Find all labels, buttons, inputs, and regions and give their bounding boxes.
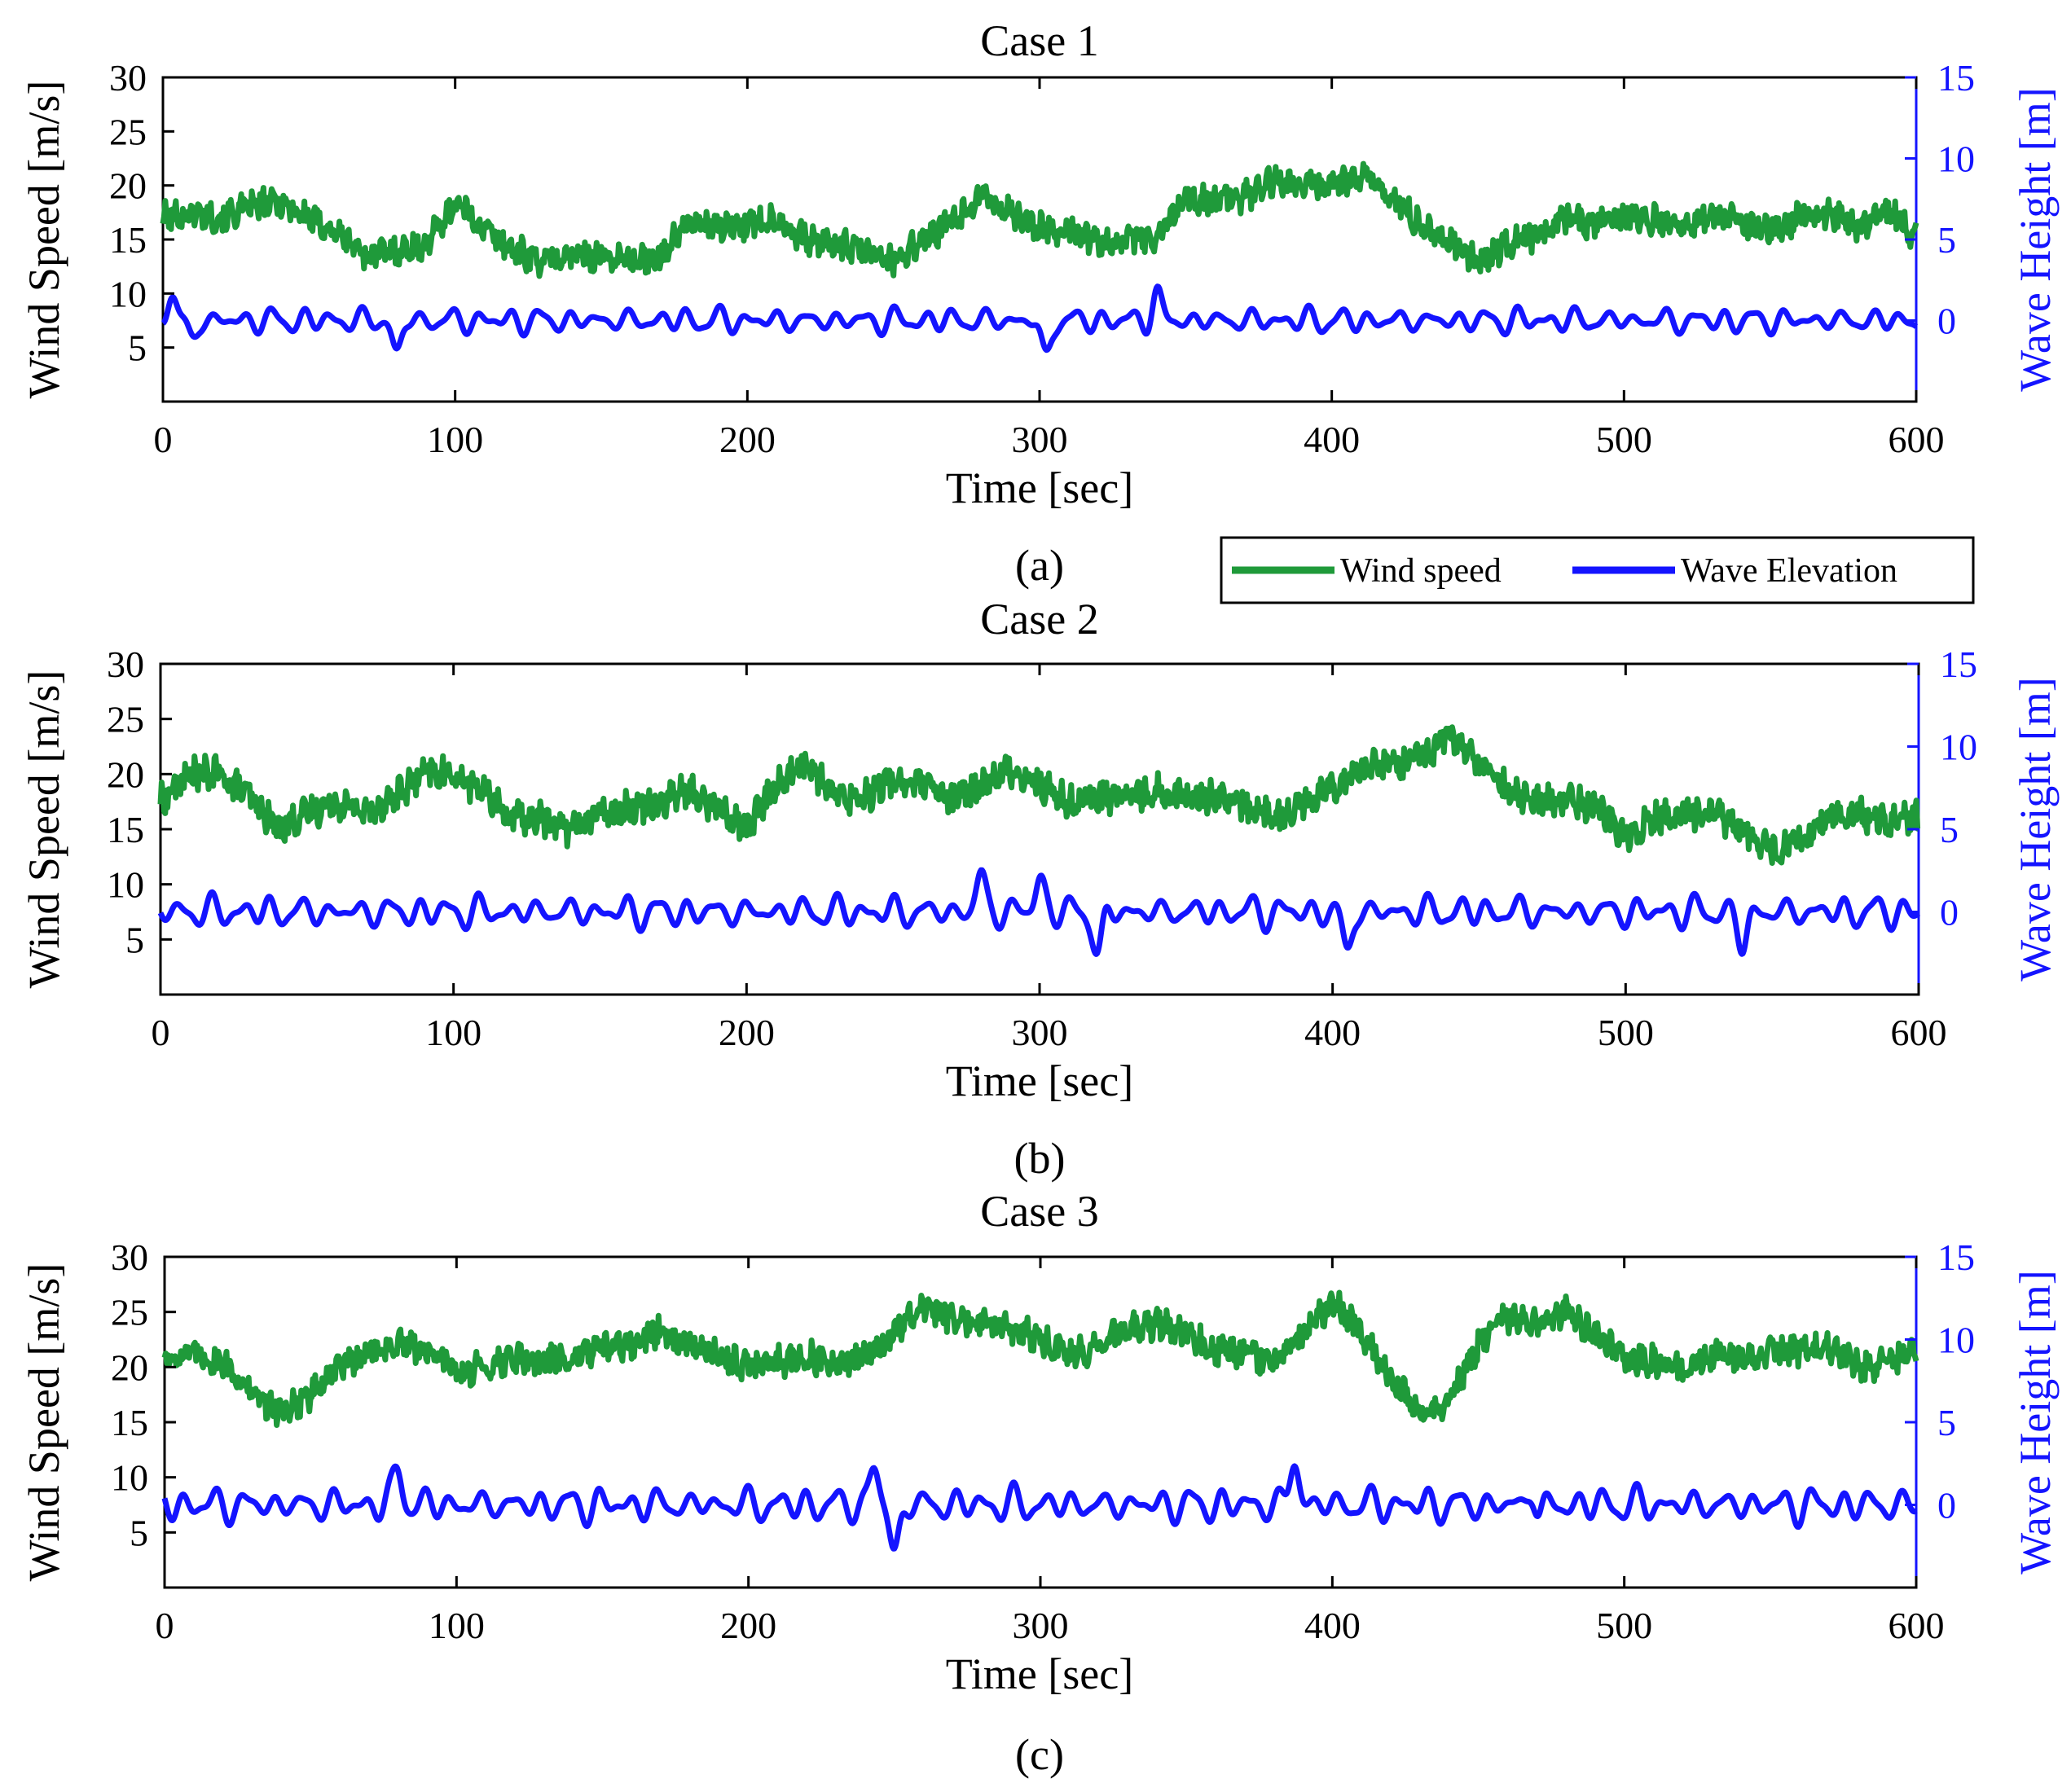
y-tick-label: 25 <box>111 1292 148 1333</box>
x-tick-label: 200 <box>719 419 776 460</box>
x-tick-label: 600 <box>1889 1605 1945 1646</box>
x-tick-label: 100 <box>425 1012 481 1053</box>
x-tick-label: 0 <box>152 1012 170 1053</box>
y2-tick-label: 0 <box>1940 892 1959 933</box>
wind-speed-line <box>160 160 1919 279</box>
series-layer <box>161 1289 1919 1552</box>
legend-wind-label: Wind speed <box>1340 552 1502 590</box>
y-tick-label: 10 <box>111 1457 148 1499</box>
y2-tick-label: 5 <box>1937 219 1956 261</box>
y-tick-label: 5 <box>128 327 147 369</box>
x-tick-label: 600 <box>1889 419 1945 460</box>
y2-tick-label: 5 <box>1940 809 1959 850</box>
y-tick-label: 15 <box>111 1402 148 1443</box>
x-axis-label: Time [sec] <box>946 463 1133 512</box>
y-tick-label: 5 <box>130 1512 148 1553</box>
x-tick-label: 400 <box>1304 1605 1361 1646</box>
y2-tick-label: 10 <box>1937 1320 1975 1361</box>
wind-speed-line <box>157 724 1921 866</box>
series-layer <box>157 724 1921 957</box>
y2-axis-label: Wave Height [m] <box>2011 677 2060 982</box>
y-tick-label: 20 <box>111 1346 148 1388</box>
x-axis-label: Time [sec] <box>946 1649 1133 1698</box>
x-tick-label: 300 <box>1012 419 1068 460</box>
x-tick-label: 300 <box>1012 1012 1068 1053</box>
x-tick-label: 400 <box>1304 1012 1361 1053</box>
wave-elevation-line <box>157 867 1921 957</box>
y-axis-label: Wind Speed [m/s] <box>20 670 68 989</box>
y-axis-label: Wind Speed [m/s] <box>20 81 68 399</box>
x-tick-label: 0 <box>154 419 173 460</box>
y2-tick-label: 15 <box>1940 643 1977 685</box>
y-tick-label: 20 <box>107 753 144 795</box>
wave-elevation-line <box>160 283 1919 354</box>
y2-tick-label: 5 <box>1937 1402 1956 1443</box>
panel-caption: (c) <box>1015 1730 1064 1779</box>
chart-title: Case 2 <box>980 595 1098 643</box>
y2-axis-label: Wave Height [m] <box>2011 87 2060 392</box>
panel-caption: (a) <box>1015 541 1064 590</box>
y2-tick-label: 15 <box>1937 57 1975 99</box>
y-tick-label: 10 <box>107 864 144 906</box>
y2-tick-label: 15 <box>1937 1236 1975 1278</box>
y-tick-label: 30 <box>109 57 147 99</box>
panel-caption: (b) <box>1014 1134 1066 1183</box>
plot-frame <box>163 1255 1918 1589</box>
y2-tick-label: 10 <box>1937 138 1975 180</box>
x-tick-label: 300 <box>1013 1605 1069 1646</box>
y-tick-label: 25 <box>109 111 147 152</box>
x-tick-label: 500 <box>1598 1012 1654 1053</box>
wind-speed-line <box>161 1289 1919 1428</box>
legend-wave-label: Wave Elevation <box>1681 552 1897 590</box>
x-tick-label: 0 <box>156 1605 174 1646</box>
x-tick-label: 200 <box>719 1012 775 1053</box>
x-tick-label: 200 <box>720 1605 776 1646</box>
x-axis-label: Time [sec] <box>946 1056 1133 1105</box>
x-tick-label: 600 <box>1891 1012 1947 1053</box>
y2-tick-label: 10 <box>1940 727 1977 768</box>
series-layer <box>160 160 1919 354</box>
legend: Wind speed Wave Elevation <box>1220 536 1975 604</box>
x-tick-label: 100 <box>427 419 483 460</box>
y-tick-label: 5 <box>125 919 144 960</box>
y2-axis-label: Wave Height [m] <box>2011 1270 2060 1575</box>
y-axis-label: Wind Speed [m/s] <box>20 1263 68 1582</box>
y-tick-label: 30 <box>107 643 144 685</box>
chart-title: Case 1 <box>980 16 1098 65</box>
wave-elevation-line <box>161 1463 1919 1552</box>
y-tick-label: 20 <box>109 165 147 207</box>
y-tick-label: 15 <box>109 219 147 261</box>
y-tick-label: 15 <box>107 809 144 850</box>
x-tick-label: 400 <box>1304 419 1360 460</box>
y-tick-label: 25 <box>107 699 144 740</box>
x-tick-label: 500 <box>1596 1605 1652 1646</box>
x-tick-label: 500 <box>1596 419 1652 460</box>
y2-tick-label: 0 <box>1937 1485 1956 1526</box>
x-tick-label: 100 <box>429 1605 485 1646</box>
y2-tick-label: 0 <box>1937 301 1956 342</box>
y-tick-label: 10 <box>109 273 147 314</box>
chart-title: Case 3 <box>980 1187 1098 1236</box>
y-tick-label: 30 <box>111 1236 148 1278</box>
